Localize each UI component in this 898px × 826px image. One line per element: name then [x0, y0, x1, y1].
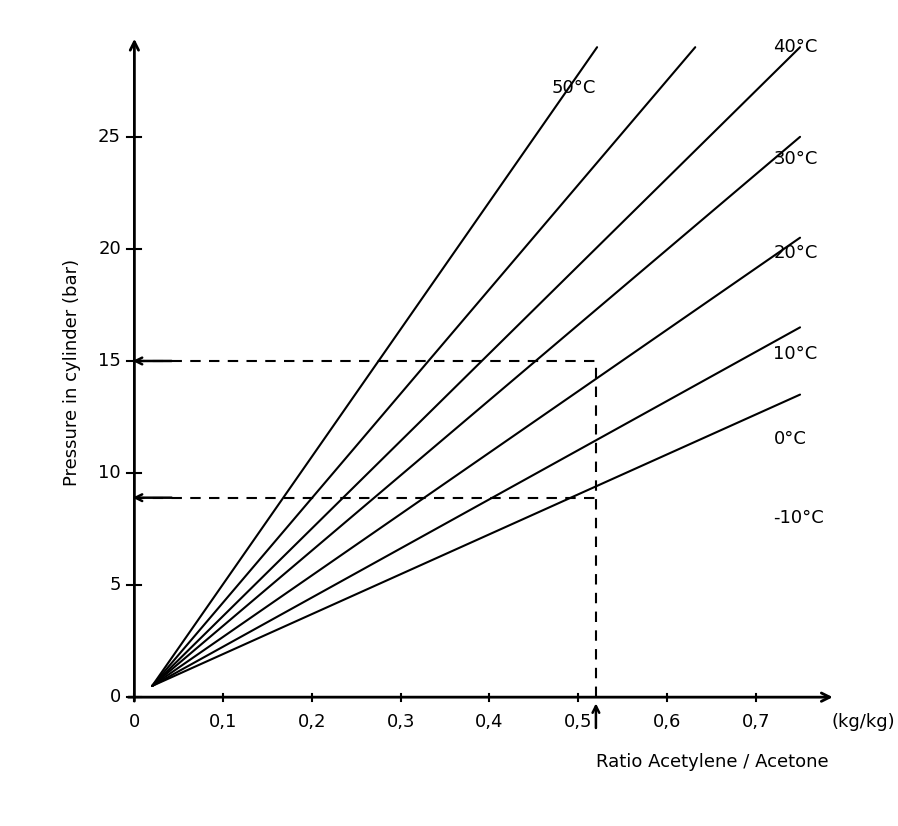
- Text: 20°C: 20°C: [773, 244, 818, 263]
- Text: 25: 25: [98, 128, 121, 146]
- Text: 0,4: 0,4: [475, 713, 504, 731]
- Text: 30°C: 30°C: [773, 150, 818, 169]
- Text: 0: 0: [128, 713, 140, 731]
- Text: 40°C: 40°C: [773, 38, 818, 56]
- Text: 10: 10: [99, 464, 121, 482]
- Text: (kg/kg): (kg/kg): [832, 713, 894, 731]
- Text: 0,3: 0,3: [386, 713, 415, 731]
- Text: 0,5: 0,5: [564, 713, 593, 731]
- Text: Ratio Acetylene / Acetone: Ratio Acetylene / Acetone: [596, 753, 829, 771]
- Text: 0,7: 0,7: [742, 713, 770, 731]
- Text: Pressure in cylinder (bar): Pressure in cylinder (bar): [63, 259, 81, 486]
- Text: 0,6: 0,6: [653, 713, 681, 731]
- Text: 50°C: 50°C: [551, 78, 596, 97]
- Text: 0,1: 0,1: [209, 713, 237, 731]
- Text: 0°C: 0°C: [773, 430, 806, 449]
- Text: 20: 20: [98, 240, 121, 258]
- Text: 10°C: 10°C: [773, 345, 818, 363]
- Text: -10°C: -10°C: [773, 509, 824, 527]
- Text: 0,2: 0,2: [297, 713, 326, 731]
- Text: 0: 0: [110, 688, 121, 706]
- Text: 15: 15: [98, 352, 121, 370]
- Text: 5: 5: [110, 576, 121, 594]
